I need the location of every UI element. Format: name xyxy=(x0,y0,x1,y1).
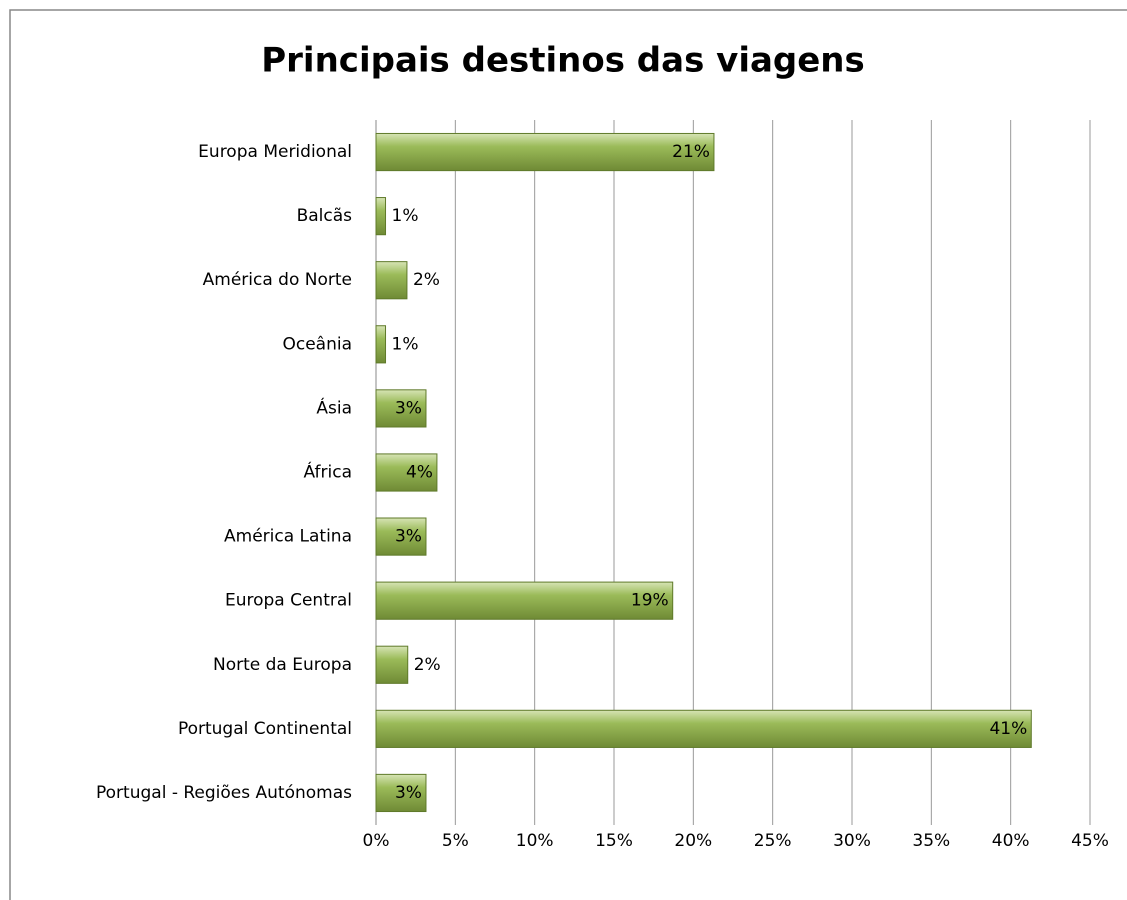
data-label: 3% xyxy=(395,398,422,418)
data-label: 3% xyxy=(395,527,422,547)
x-tick-label: 30% xyxy=(833,831,871,851)
y-tick-label: Europa Central xyxy=(225,591,352,611)
x-tick-label: 10% xyxy=(516,831,554,851)
y-tick-label: Europa Meridional xyxy=(198,142,352,162)
bar xyxy=(375,709,1032,748)
x-tick-label: 25% xyxy=(754,831,792,851)
bar xyxy=(375,517,427,556)
x-tick-label: 35% xyxy=(912,831,950,851)
bar xyxy=(375,453,438,492)
bar xyxy=(375,581,674,620)
data-label: 1% xyxy=(392,206,419,226)
x-tick-label: 15% xyxy=(595,831,633,851)
data-label: 3% xyxy=(395,783,422,803)
y-tick-label: Ásia xyxy=(316,396,352,418)
data-label: 4% xyxy=(406,463,433,483)
y-tick-label: África xyxy=(304,461,353,483)
bar xyxy=(375,645,409,684)
y-tick-label: Portugal - Regiões Autónomas xyxy=(96,783,352,803)
y-tick-label: América do Norte xyxy=(203,270,352,290)
data-label: 1% xyxy=(392,334,419,354)
bar xyxy=(375,389,427,428)
data-label: 2% xyxy=(414,655,441,675)
chart-title: Principais destinos das viagens xyxy=(261,41,865,81)
bar xyxy=(375,197,387,236)
bar xyxy=(375,261,408,300)
data-label: 2% xyxy=(413,270,440,290)
y-tick-label: Portugal Continental xyxy=(178,719,352,739)
y-tick-label: Balcãs xyxy=(297,206,353,226)
data-label: 21% xyxy=(672,142,710,162)
y-tick-label: América Latina xyxy=(224,527,352,547)
data-label: 41% xyxy=(989,719,1027,739)
bar xyxy=(375,773,427,813)
y-tick-label: Oceânia xyxy=(282,334,352,354)
bar xyxy=(375,132,715,172)
x-tick-label: 0% xyxy=(363,831,390,851)
x-tick-label: 20% xyxy=(674,831,712,851)
data-label: 19% xyxy=(631,591,669,611)
x-tick-label: 40% xyxy=(992,831,1030,851)
y-tick-label: Norte da Europa xyxy=(213,655,352,675)
x-tick-label: 45% xyxy=(1071,831,1109,851)
frame xyxy=(9,9,1127,900)
bar xyxy=(375,325,387,364)
x-tick-label: 5% xyxy=(442,831,469,851)
